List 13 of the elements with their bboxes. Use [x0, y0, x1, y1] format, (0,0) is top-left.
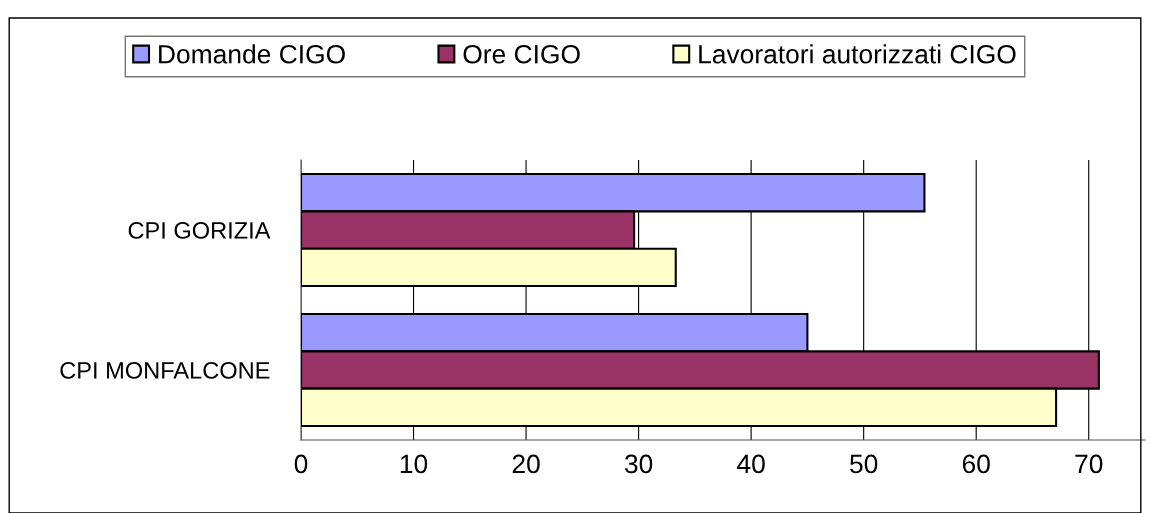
x-tick-label: 20 [512, 454, 540, 474]
x-tick-label: 10 [400, 454, 428, 474]
x-tick-label: 30 [624, 454, 653, 474]
legend-label: Lavoratori autorizzati CIGO [699, 44, 1016, 64]
x-tick-label: 60 [962, 454, 990, 474]
x-tick-label: 40 [737, 454, 765, 474]
y-tick-label: CPI MONFALCONE [60, 362, 270, 379]
x-tick-label: 70 [1075, 454, 1103, 474]
y-tick-label: CPI GORIZIA [128, 222, 271, 239]
legend-label: Domande CIGO [159, 44, 345, 64]
x-tick-label: 0 [294, 454, 308, 474]
legend-label: Ore CIGO [463, 44, 580, 64]
x-tick-label: 50 [850, 454, 878, 474]
